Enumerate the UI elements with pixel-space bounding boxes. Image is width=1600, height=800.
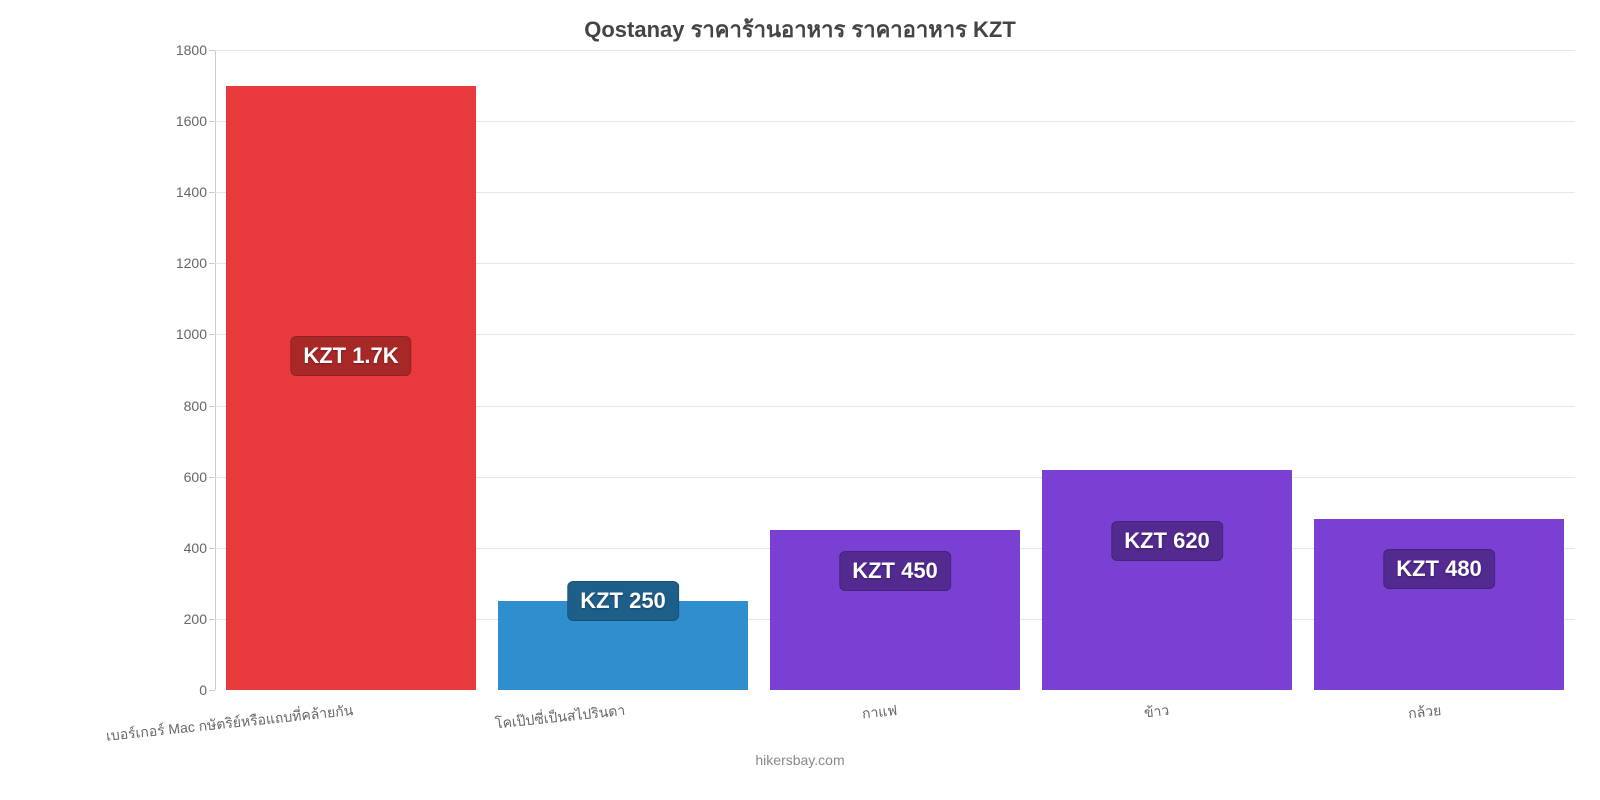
y-tick-label: 1800 [176,42,215,58]
y-tick-label: 1200 [176,255,215,271]
attribution-text: hikersbay.com [755,752,844,768]
chart-title: Qostanay ราคาร้านอาหาร ราคาอาหาร KZT [0,12,1600,47]
y-tick-label: 1600 [176,113,215,129]
value-badge: KZT 480 [1383,549,1495,589]
y-tick-label: 1000 [176,326,215,342]
y-tick-label: 1400 [176,184,215,200]
y-tick-label: 800 [184,398,215,414]
value-badge: KZT 250 [567,581,679,621]
value-badge: KZT 620 [1111,521,1223,561]
value-badge: KZT 1.7K [290,336,411,376]
y-tick-label: 200 [184,611,215,627]
bar [1314,519,1564,690]
y-axis-line [215,50,216,690]
gridline [215,50,1575,51]
plot-area: 020040060080010001200140016001800เบอร์เก… [215,50,1575,690]
value-badge: KZT 450 [839,551,951,591]
y-tick-label: 600 [184,469,215,485]
chart-container: Qostanay ราคาร้านอาหาร ราคาอาหาร KZT 020… [0,0,1600,800]
y-tick-label: 0 [199,682,215,698]
y-tick-label: 400 [184,540,215,556]
bar [1042,470,1292,690]
bar [226,86,476,690]
